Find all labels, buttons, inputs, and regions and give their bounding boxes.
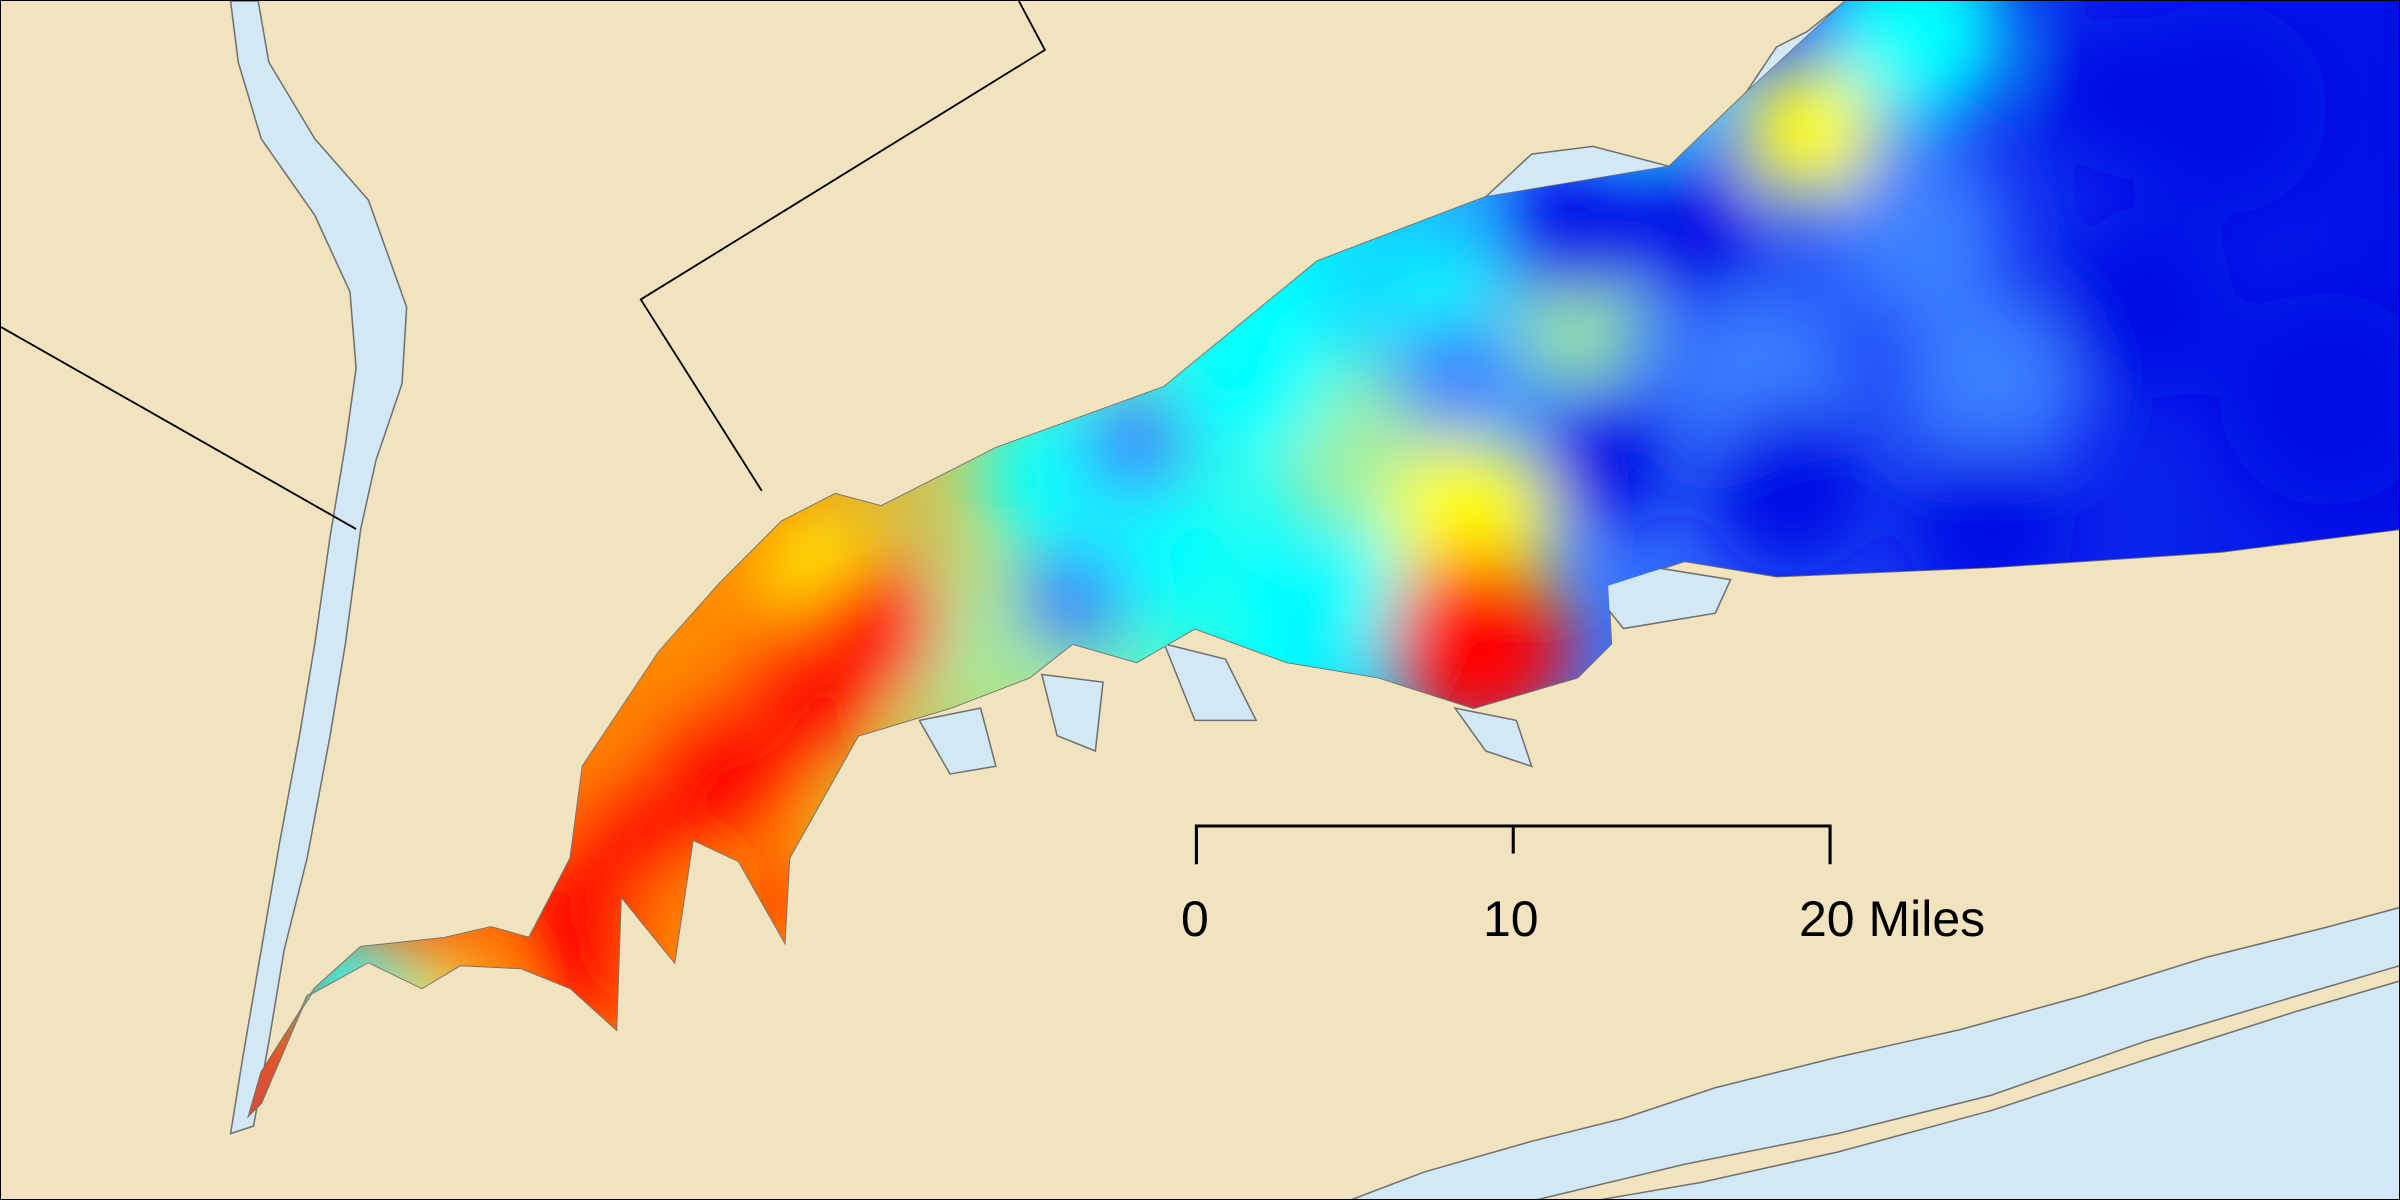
north-shore-bays <box>918 566 1732 775</box>
heat-blob <box>1179 307 1333 461</box>
heat-blob <box>1822 1 2007 124</box>
atlantic-ocean <box>1351 906 2399 1199</box>
heat-blob <box>1018 544 1126 652</box>
heat-blob <box>1386 552 1570 736</box>
heat-blob <box>2052 215 2236 399</box>
heat-blob <box>1393 314 1517 438</box>
heat-blob <box>2036 16 2190 170</box>
scale-bar <box>1194 824 1832 865</box>
heat-blob <box>1738 62 1876 200</box>
scale-label-0: 0 <box>1181 891 1209 947</box>
hudson-river <box>229 1 408 1135</box>
heat-blob <box>1707 406 1876 575</box>
heat-blob <box>1898 291 2083 476</box>
state-boundaries <box>1 1 1047 530</box>
heat-blob <box>1822 138 2007 323</box>
ny-ct-boundary <box>639 1 1047 492</box>
heat-blob <box>1080 391 1188 499</box>
heat-blob <box>1539 391 1678 530</box>
heat-blob <box>735 628 859 751</box>
heat-blob <box>1631 161 1769 300</box>
heat-blob <box>1508 161 1647 300</box>
scale-label-10: 10 <box>1483 891 1539 947</box>
barrier-beach <box>1536 965 2399 1199</box>
heat-blob <box>1087 475 1241 629</box>
scale-label-20-miles: 20 Miles <box>1799 891 1986 947</box>
ny-nj-boundary <box>1 326 357 530</box>
heat-blob <box>1279 521 1417 660</box>
heat-blob <box>2220 291 2399 507</box>
